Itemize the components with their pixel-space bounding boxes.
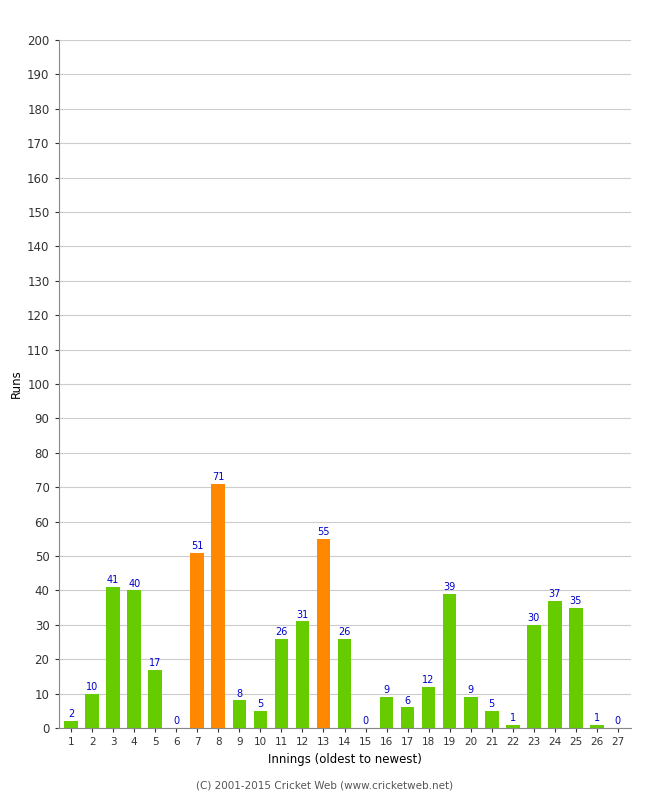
Text: 0: 0 bbox=[615, 716, 621, 726]
Bar bbox=[443, 594, 456, 728]
Text: 40: 40 bbox=[128, 578, 140, 589]
Bar bbox=[317, 539, 330, 728]
Bar bbox=[85, 694, 99, 728]
Bar bbox=[401, 707, 415, 728]
X-axis label: Innings (oldest to newest): Innings (oldest to newest) bbox=[268, 753, 421, 766]
Bar bbox=[254, 710, 267, 728]
Bar bbox=[527, 625, 541, 728]
Bar bbox=[337, 638, 352, 728]
Text: 2: 2 bbox=[68, 710, 74, 719]
Bar bbox=[464, 697, 478, 728]
Text: 31: 31 bbox=[296, 610, 309, 620]
Text: 5: 5 bbox=[257, 699, 263, 709]
Bar bbox=[422, 686, 436, 728]
Bar bbox=[190, 553, 204, 728]
Text: 37: 37 bbox=[549, 589, 561, 599]
Text: 9: 9 bbox=[384, 686, 389, 695]
Text: 0: 0 bbox=[363, 716, 369, 726]
Bar bbox=[485, 710, 499, 728]
Text: 55: 55 bbox=[317, 527, 330, 537]
Text: 26: 26 bbox=[338, 627, 351, 637]
Bar bbox=[506, 725, 519, 728]
Text: 9: 9 bbox=[467, 686, 474, 695]
Bar bbox=[107, 587, 120, 728]
Bar bbox=[64, 721, 78, 728]
Bar bbox=[296, 622, 309, 728]
Text: 35: 35 bbox=[569, 596, 582, 606]
Bar bbox=[127, 590, 141, 728]
Text: 17: 17 bbox=[149, 658, 161, 668]
Text: 51: 51 bbox=[191, 541, 203, 551]
Bar bbox=[590, 725, 604, 728]
Bar bbox=[569, 608, 582, 728]
Text: 6: 6 bbox=[404, 696, 411, 706]
Text: 8: 8 bbox=[237, 689, 242, 698]
Text: 10: 10 bbox=[86, 682, 98, 692]
Text: 1: 1 bbox=[510, 713, 516, 723]
Bar bbox=[274, 638, 288, 728]
Bar bbox=[148, 670, 162, 728]
Bar bbox=[380, 697, 393, 728]
Bar bbox=[211, 484, 225, 728]
Text: 30: 30 bbox=[528, 613, 540, 623]
Y-axis label: Runs: Runs bbox=[10, 370, 23, 398]
Text: 0: 0 bbox=[173, 716, 179, 726]
Text: 39: 39 bbox=[443, 582, 456, 592]
Text: 1: 1 bbox=[594, 713, 600, 723]
Text: 71: 71 bbox=[212, 472, 224, 482]
Text: (C) 2001-2015 Cricket Web (www.cricketweb.net): (C) 2001-2015 Cricket Web (www.cricketwe… bbox=[196, 781, 454, 790]
Bar bbox=[548, 601, 562, 728]
Text: 12: 12 bbox=[422, 675, 435, 685]
Text: 26: 26 bbox=[275, 627, 287, 637]
Bar bbox=[233, 701, 246, 728]
Text: 5: 5 bbox=[489, 699, 495, 709]
Text: 41: 41 bbox=[107, 575, 120, 586]
